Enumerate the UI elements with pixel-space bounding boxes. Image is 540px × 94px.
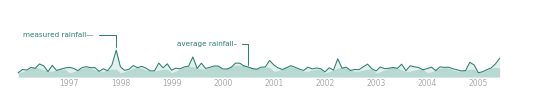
Text: measured rainfall—: measured rainfall— xyxy=(23,32,116,47)
Text: average rainfall–: average rainfall– xyxy=(177,41,248,65)
